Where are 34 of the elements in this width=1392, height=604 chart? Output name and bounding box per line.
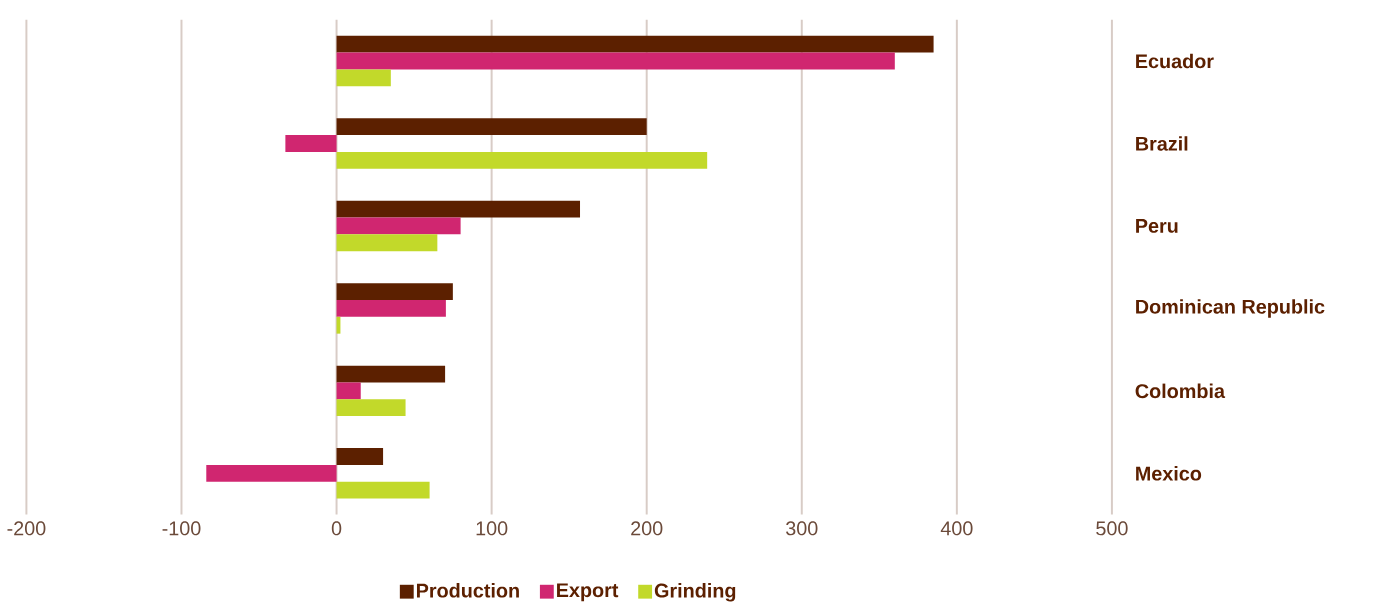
x-tick-label: 200 [631,521,663,536]
legend-label: Export [557,583,619,601]
y-tick-label: Ecuador [1136,53,1214,69]
y-tick-label: Colombia [1135,383,1226,398]
bar [336,200,581,218]
bar [336,69,391,87]
bar [336,151,708,169]
bar [336,217,461,235]
bar [336,52,895,70]
x-tick-label: -200 [7,521,46,536]
y-tick-label: Brazil [1136,136,1188,151]
x-tick-label: 300 [786,521,818,536]
y-tick-label: Peru [1136,218,1178,233]
y-tick-label: Mexico [1136,465,1202,481]
x-tick-label: -100 [162,521,201,536]
y-tick-label: Dominican Republic [1136,299,1325,318]
bar [336,234,438,252]
x-tick-label: 100 [476,521,508,536]
bar [206,464,337,482]
bar [336,299,446,317]
bar [336,283,453,300]
bar [336,399,406,416]
bar [336,118,647,135]
x-tick-label: 500 [1096,521,1128,536]
bar [285,134,337,152]
bar [336,35,934,53]
bar [336,481,430,499]
legend-label: Grinding [654,582,736,602]
x-tick-label: 0 [331,521,342,536]
bar [336,382,361,400]
bar [336,365,446,383]
bar [336,447,384,465]
x-tick-label: 400 [940,521,973,536]
legend-label: Production [416,582,519,598]
